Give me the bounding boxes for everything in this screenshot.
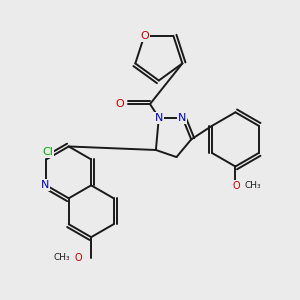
- Text: N: N: [178, 112, 187, 123]
- Text: O: O: [74, 253, 82, 263]
- Text: CH₃: CH₃: [53, 253, 70, 262]
- Text: O: O: [140, 31, 149, 41]
- Text: N: N: [41, 180, 49, 190]
- Text: N: N: [154, 112, 163, 123]
- Text: CH₃: CH₃: [245, 182, 261, 190]
- Text: Cl: Cl: [42, 147, 53, 158]
- Text: O: O: [116, 99, 124, 109]
- Text: O: O: [233, 181, 240, 191]
